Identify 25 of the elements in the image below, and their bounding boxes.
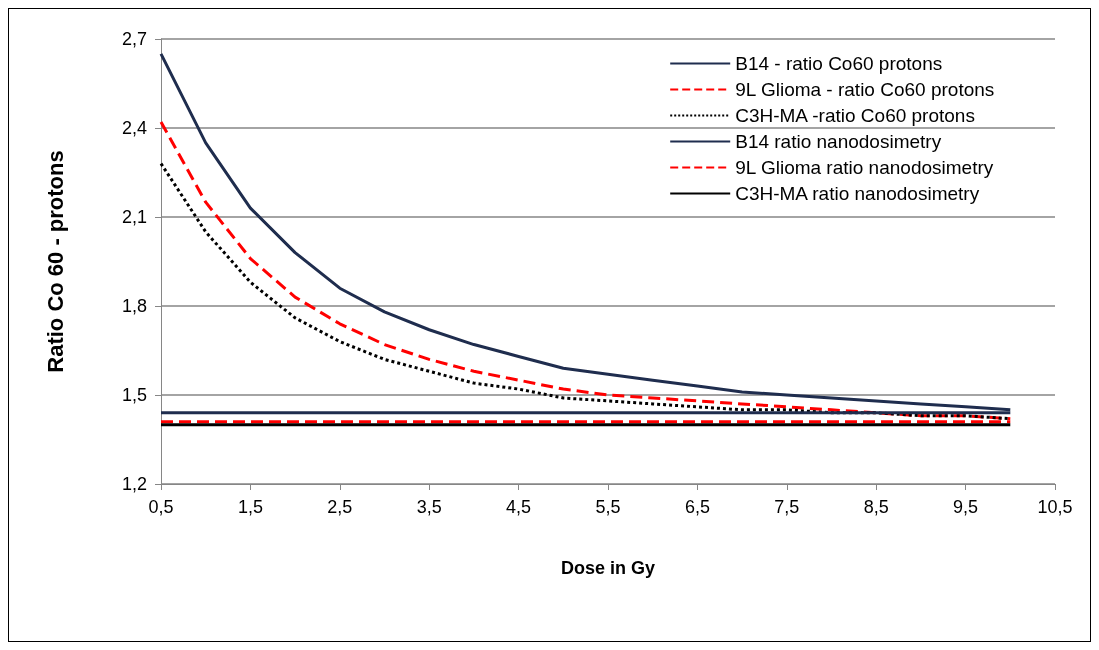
x-tick-label: 10,5 [1037,497,1073,517]
x-tick-label: 9,5 [953,497,979,517]
x-tick-label: 5,5 [595,497,621,517]
legend-label: C3H-MA -ratio Co60 protons [735,105,975,126]
x-tick-label: 0,5 [148,497,174,517]
y-tick-label: 2,4 [121,118,147,138]
x-tick-label: 2,5 [327,497,353,517]
legend-label: B14 - ratio Co60 protons [735,53,943,74]
y-tick-label: 1,2 [121,474,147,494]
legend-label: C3H-MA ratio nanodosimetry [735,183,980,204]
x-tick-label: 7,5 [774,497,800,517]
legend-label: 9L Glioma ratio nanodosimetry [735,157,994,178]
x-axis-title: Dose in Gy [560,558,656,578]
legend-label: B14 ratio nanodosimetry [735,131,942,152]
y-axis-title: Ratio Co 60 - protons [42,150,68,373]
legend-label: 9L Glioma - ratio Co60 protons [735,79,995,100]
y-tick-label: 2,7 [121,29,147,49]
x-tick-label: 8,5 [863,497,889,517]
x-tick-label: 1,5 [237,497,263,517]
y-tick-label: 1,5 [121,385,147,405]
y-tick-label: 1,8 [121,296,147,316]
x-tick-label: 6,5 [684,497,710,517]
y-tick-label: 2,1 [121,207,147,227]
x-tick-label: 4,5 [506,497,532,517]
x-tick-label: 3,5 [416,497,442,517]
